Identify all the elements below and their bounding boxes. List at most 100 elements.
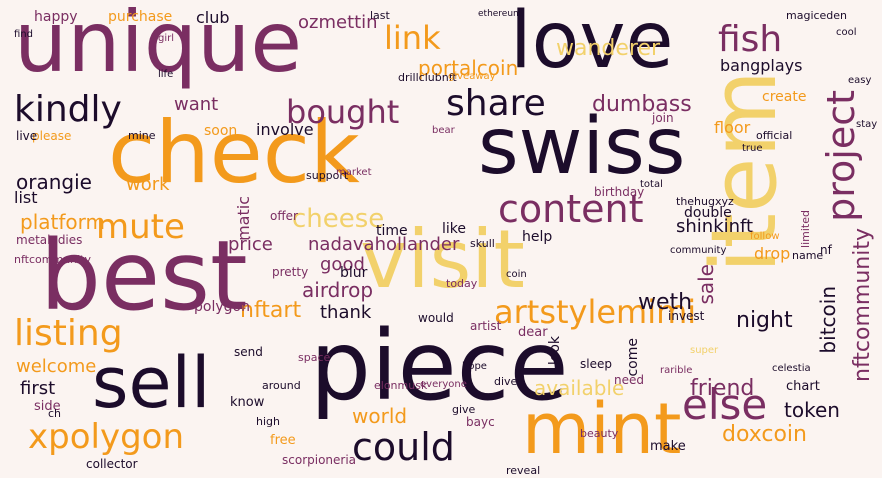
word-thehugxyz: thehugxyz (676, 195, 734, 208)
word-share: share (446, 83, 546, 124)
word-else: else (682, 380, 768, 429)
word-create: create (762, 89, 807, 105)
word-nadavahollander: nadavahollander (308, 234, 460, 255)
word-easy: easy (848, 75, 872, 86)
word-help: help (522, 229, 553, 245)
word-send: send (234, 345, 263, 359)
word-come: come (625, 338, 641, 377)
word-weth: weth (638, 290, 693, 315)
word-total: total (640, 179, 663, 190)
word-nftcommunity-small: nftcommunity (14, 253, 91, 266)
word-make: make (650, 439, 686, 454)
word-give: give (452, 403, 476, 416)
word-limited: limited (799, 210, 812, 248)
word-first: first (20, 378, 56, 399)
word-giveaway: giveaway (448, 71, 496, 82)
word-community: community (670, 245, 727, 256)
word-drop: drop (754, 244, 791, 263)
word-fish: fish (718, 19, 783, 60)
word-support: support (306, 169, 349, 182)
word-artstylemimi: artstylemimi (494, 293, 697, 331)
word-matic: matic (234, 196, 253, 241)
word-soon: soon (204, 123, 238, 139)
word-elonmusk: elonmusk (374, 379, 428, 392)
word-thank: thank (320, 302, 372, 323)
word-welcome: welcome (16, 356, 97, 377)
word-super: super (690, 345, 719, 356)
word-best: best (40, 220, 248, 332)
word-price: price (228, 234, 273, 255)
word-need: need (614, 373, 644, 387)
word-project: project (819, 90, 863, 222)
word-live: live (16, 129, 38, 143)
word-mute: mute (96, 207, 185, 247)
word-time: time (376, 223, 408, 239)
word-link: link (384, 19, 441, 57)
word-check: check (108, 103, 360, 203)
word-around: around (262, 379, 301, 392)
word-celestia: celestia (772, 363, 811, 374)
word-could: could (352, 425, 455, 469)
word-follow: follow (750, 231, 780, 242)
word-nftcommunity: nftcommunity (850, 228, 875, 382)
word-bangplays: bangplays (720, 56, 803, 75)
word-love: love (510, 0, 674, 86)
word-orangie: orangie (16, 170, 92, 194)
word-magiceden: magiceden (786, 9, 848, 22)
word-bought: bought (286, 93, 400, 131)
word-floor: floor (714, 118, 751, 137)
word-listing: listing (14, 313, 123, 354)
word-ch: ch (48, 407, 62, 420)
word-coin: coin (506, 269, 527, 280)
word-name: name (792, 249, 824, 262)
word-free: free (270, 433, 296, 448)
word-club: club (196, 8, 230, 27)
word-swiss: swiss (478, 102, 686, 192)
word-rarible: rarible (660, 365, 693, 376)
word-reveal: reveal (506, 464, 541, 477)
word-join: join (652, 111, 674, 125)
word-double: double (684, 205, 732, 221)
word-sell: sell (92, 342, 211, 424)
word-beauty: beauty (580, 427, 619, 440)
word-invest: invest (668, 309, 705, 323)
word-world: world (352, 404, 408, 428)
word-available: available (534, 376, 625, 400)
word-skull: skull (470, 237, 495, 250)
word-mine: mine (128, 129, 156, 142)
word-metaladies: metaladies (16, 233, 83, 247)
word-chart: chart (786, 379, 820, 394)
word-sale: sale (694, 264, 718, 305)
word-birthday: birthday (594, 185, 645, 199)
word-cheese: cheese (292, 204, 385, 234)
word-like: like (442, 221, 467, 237)
word-token: token (784, 398, 840, 422)
word-everyone: everyone (420, 379, 467, 390)
word-piece: piece (310, 310, 569, 422)
word-friend: friend (690, 376, 755, 401)
word-involve: involve (256, 120, 314, 139)
word-stay: stay (856, 119, 878, 130)
word-ozmettin: ozmettin (298, 12, 378, 33)
word-unique: unique (14, 0, 303, 91)
word-high: high (256, 415, 280, 428)
word-night: night (736, 308, 793, 333)
word-collector: collector (86, 457, 138, 471)
word-today: today (446, 277, 478, 290)
word-shinkinft: shinkinft (676, 216, 754, 237)
word-want: want (174, 94, 219, 115)
word-good: good (320, 254, 365, 275)
word-bear: bear (432, 125, 455, 136)
word-last: last (370, 9, 390, 22)
word-offer: offer (270, 209, 298, 223)
word-content: content (498, 187, 644, 231)
word-airdrop: airdrop (302, 278, 374, 302)
word-pretty: pretty (272, 265, 309, 279)
word-blur: blur (340, 265, 368, 281)
word-work: work (126, 174, 170, 195)
word-know: know (230, 395, 265, 410)
word-hope: hope (462, 361, 487, 372)
word-girl: girl (158, 33, 175, 44)
word-bitcoin: bitcoin (816, 286, 840, 354)
